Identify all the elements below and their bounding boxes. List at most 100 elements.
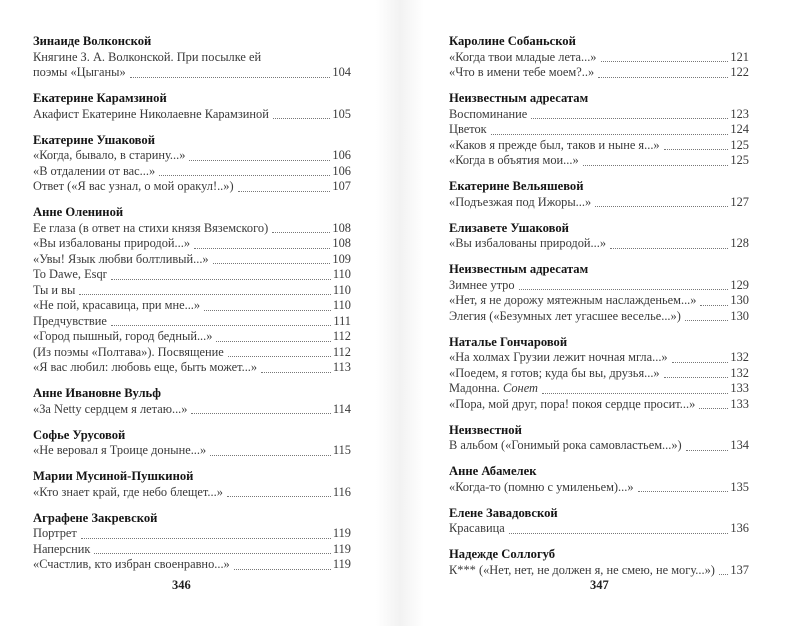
entry-title-text: К*** («Нет, нет, не должен я, не смею, н… — [449, 562, 715, 577]
entry-page-number: 107 — [332, 179, 351, 193]
toc-entry: «В отдалении от вас...» 106 — [33, 164, 351, 180]
section-heading: Неизвестным адресатам — [449, 91, 589, 105]
entry-page-number: 104 — [332, 65, 351, 79]
section-heading: Надежде Соллогуб — [449, 547, 556, 561]
toc-entry: «Подъезжая под Ижоры...» 127 — [449, 195, 749, 211]
dot-leader — [80, 537, 331, 539]
dot-leader — [663, 148, 729, 150]
entry-title-text: «Кто знает край, где небо блещет...» — [33, 484, 223, 499]
toc-entry: Цветок 124 — [449, 122, 749, 138]
entry-title-text: Предчувствие — [33, 313, 107, 328]
toc-entry: «Счастлив, кто избран своенравно...» 119 — [33, 557, 351, 573]
entry-title: (Из поэмы «Полтава»). Посвящение — [33, 345, 224, 361]
entry-title-text: «Увы! Язык любви болтливый...» — [33, 251, 209, 266]
entry-title: «Нет, я не дорожу мятежным наслажденьем.… — [449, 293, 696, 309]
entry-title: «Каков я прежде был, таков и ныне я...» — [449, 138, 660, 154]
toc-section: Анне Ивановне Вульф «За Netty сердцем я л… — [33, 386, 351, 417]
entry-title-text: «Когда-то (помню с умиленьем)...» — [449, 479, 634, 494]
entry-title: To Dawe, Esqr — [33, 267, 107, 283]
entry-title-text: Воспоминание — [449, 106, 528, 121]
dot-leader — [212, 262, 331, 264]
entry-title-text: Красавица — [449, 521, 505, 535]
dot-leader — [700, 304, 729, 306]
entry-title-text: (Из поэмы «Полтава»). Посвящение — [33, 344, 224, 359]
dot-leader — [671, 361, 729, 363]
entry-title-text: Акафист Екатерине Николаевне Карамзиной — [33, 106, 269, 121]
toc-section: Софье Урусовой «Не веровал я Троице донын… — [33, 428, 351, 459]
toc-entry: «Не пой, красавица, при мне...» 110 — [33, 298, 351, 314]
toc-entry: Мадонна. Сонет 133 — [449, 381, 749, 397]
toc-section: Екатерине Ушаковой «Когда, бывало, в стар… — [33, 133, 351, 195]
entry-page-number: 110 — [332, 282, 351, 297]
toc-entry: «Что в имени тебе моем?..» 122 — [449, 65, 749, 81]
entry-title: Наперсник — [33, 542, 90, 558]
entry-page-number: 112 — [332, 329, 351, 343]
entry-page-number: 128 — [730, 236, 749, 250]
entry-title: «Поедем, я готов; куда бы вы, друзья...» — [449, 366, 660, 382]
entry-page-number: 119 — [332, 526, 351, 540]
entry-page-number: 114 — [332, 401, 351, 416]
entry-title-text: «Нет, я не дорожу мятежным наслажденьем.… — [449, 293, 697, 307]
entry-title-text: To Dawe, Esqr — [33, 267, 107, 281]
entry-page-number: 123 — [730, 106, 749, 121]
section-heading: Софье Урусовой — [33, 427, 126, 442]
entry-title-italic: Сонет — [503, 381, 538, 395]
entry-page-number: 132 — [730, 350, 749, 364]
entry-title: «В отдалении от вас...» — [33, 164, 155, 180]
dot-leader — [531, 117, 729, 119]
right-page-contents: Каролине Собаньской «Когда твои младые ле… — [449, 34, 749, 589]
entry-page-number: 108 — [332, 236, 351, 250]
dot-leader — [191, 412, 331, 414]
entry-title: «Когда-то (помню с умиленьем)...» — [449, 480, 634, 496]
dot-leader — [79, 293, 331, 295]
toc-entry: Ответ («Я вас узнал, о мой оракул!..») 10… — [33, 179, 351, 195]
section-heading: Екатерине Карамзиной — [33, 91, 167, 105]
entry-title: Элегия («Безумных лет угасшее веселье...… — [449, 309, 681, 325]
toc-entry: Наперсник 119 — [33, 542, 351, 558]
entry-title-text: «Пора, мой друг, пора! покоя сердце прос… — [449, 396, 696, 411]
dot-leader — [610, 247, 729, 249]
entry-page-number: 110 — [332, 298, 351, 312]
entry-page-number: 121 — [730, 49, 749, 64]
entry-title-text: «Счастлив, кто избран своенравно...» — [33, 557, 230, 571]
toc-entry: «Когда-то (помню с умиленьем)...» 135 — [449, 480, 749, 496]
entry-title: Мадонна. Сонет — [449, 381, 538, 397]
section-heading: Елене Завадовской — [449, 505, 558, 520]
section-heading: Екатерине Вельяшевой — [449, 179, 584, 193]
entry-page-number: 132 — [730, 365, 749, 380]
toc-entry: «Поедем, я готов; куда бы вы, друзья...»… — [449, 366, 749, 382]
toc-entry: «Когда в объятия мои...» 125 — [449, 153, 749, 169]
toc-section: Зинаиде Волконской Княгине З. А. Волконск… — [33, 34, 351, 81]
entry-title-text: «За Netty сердцем я летаю...» — [33, 401, 188, 416]
dot-leader — [233, 568, 331, 570]
entry-title: «Город пышный, город бедный...» — [33, 329, 212, 345]
entry-title-text: «Когда в объятия мои...» — [449, 153, 579, 167]
dot-leader — [598, 76, 729, 78]
entry-title-text: Ее глаза (в ответ на стихи князя Вяземск… — [33, 220, 269, 235]
toc-entry: Акафист Екатерине Николаевне Карамзиной 1… — [33, 107, 351, 123]
entry-title-text: «Подъезжая под Ижоры...» — [449, 194, 592, 209]
toc-section: Елене Завадовской Красавица 136 — [449, 506, 749, 537]
entry-title: «Увы! Язык любви болтливый...» — [33, 252, 209, 268]
entry-title-text: «Что в имени тебе моем?..» — [449, 65, 595, 79]
entry-title-text: Портрет — [33, 526, 77, 540]
section-heading: Зинаиде Волконской — [33, 34, 152, 48]
toc-entry: «Пора, мой друг, пора! покоя сердце прос… — [449, 397, 749, 413]
entry-title-text: Элегия («Безумных лет угасшее веселье...… — [449, 308, 681, 323]
dot-leader — [718, 573, 729, 575]
entry-title: «Вы избалованы природой...» — [449, 236, 606, 252]
dot-leader — [226, 495, 331, 497]
entry-title: Цветок — [449, 122, 487, 138]
dot-leader — [541, 392, 729, 394]
entry-page-number: 135 — [730, 479, 749, 494]
entry-title: «Когда в объятия мои...» — [449, 153, 579, 169]
entry-title: «За Netty сердцем я летаю...» — [33, 402, 187, 418]
toc-entry: «Нет, я не дорожу мятежным наслажденьем.… — [449, 293, 749, 309]
toc-entry: В альбом («Гонимый рока самовластьем...»… — [449, 438, 749, 454]
toc-entry: Элегия («Безумных лет угасшее веселье...… — [449, 309, 749, 325]
entry-title-text: «Вы избалованы природой...» — [33, 236, 191, 250]
section-heading: Каролине Собаньской — [449, 34, 576, 48]
toc-entry: «Кто знает край, где небо блещет...» 116 — [33, 485, 351, 501]
entry-page-number: 129 — [730, 277, 749, 292]
